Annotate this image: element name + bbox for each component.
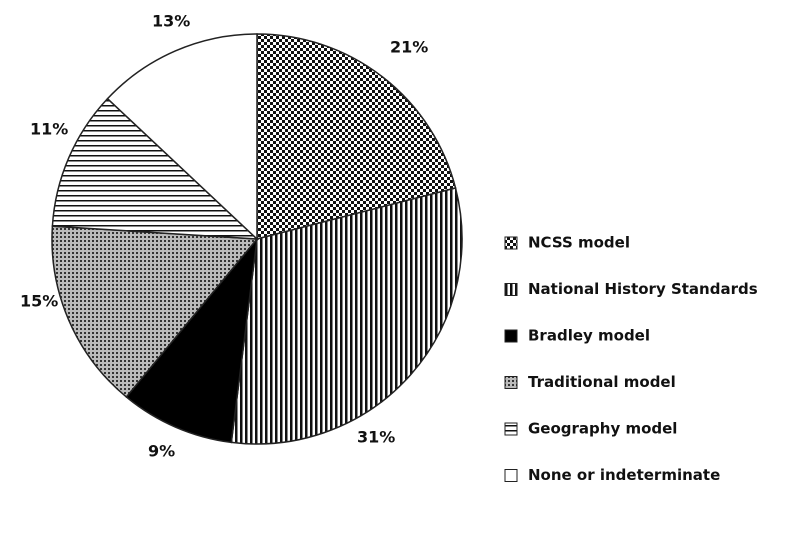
pie-slice [51,225,259,399]
legend-label: Bradley model [528,327,650,345]
pie-slice [256,33,457,240]
legend-swatch [504,283,518,296]
legend-swatch [504,236,518,250]
slice-label: 15% [20,292,58,311]
slice-label: 11% [30,120,68,139]
legend-label: NCSS model [528,234,630,252]
pie-slice [106,33,258,241]
slice-label: 13% [152,12,190,31]
legend-swatch [504,469,518,482]
pie-slice [125,236,259,444]
slice-label: 21% [390,38,428,57]
legend-label: National History Standards [528,280,758,298]
pie-slice [230,187,463,445]
legend-swatch [504,422,518,436]
legend-swatch [504,329,518,343]
legend-label: None or indeterminate [528,466,720,484]
pie-slice [51,97,260,240]
slice-label: 9% [148,442,175,461]
slice-label: 31% [357,428,395,447]
legend-label: Traditional model [528,373,676,391]
legend-label: Geography model [528,420,677,438]
legend-swatch [504,376,518,389]
